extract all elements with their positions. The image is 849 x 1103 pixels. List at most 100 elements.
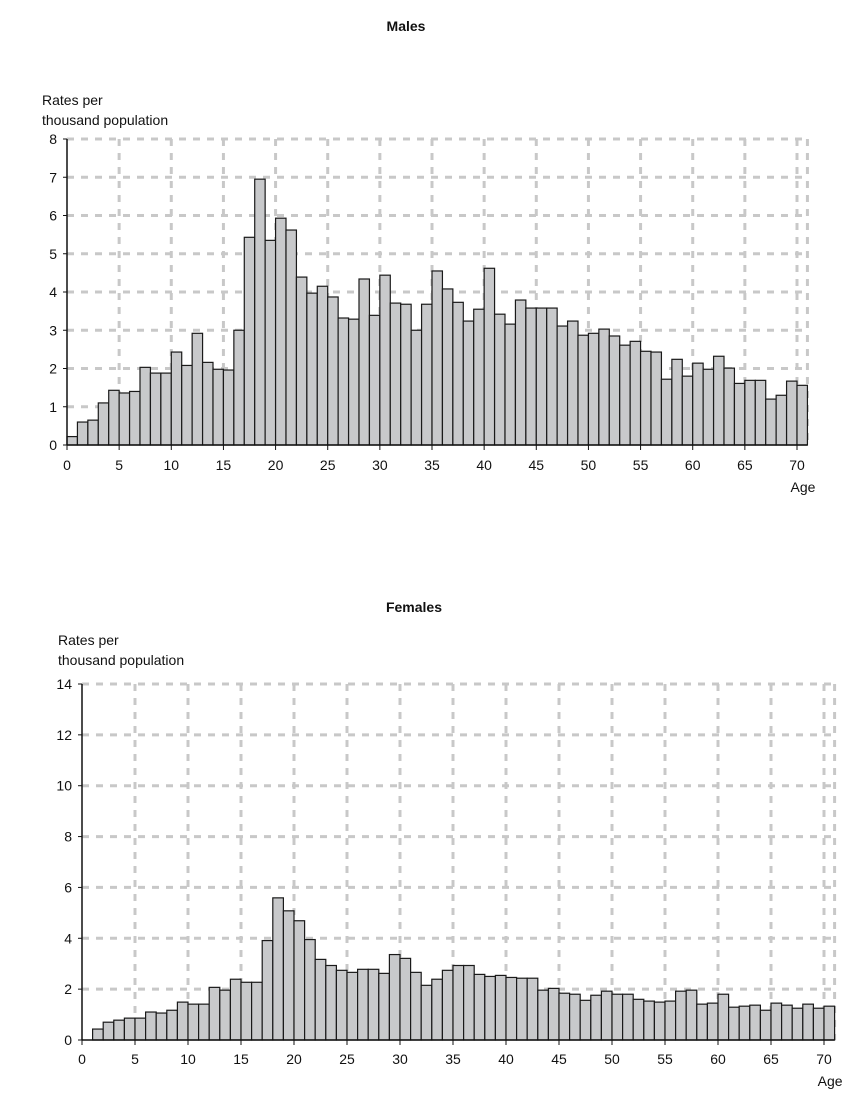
x-tick-label: 25 bbox=[339, 1051, 355, 1067]
x-tick-label: 35 bbox=[424, 457, 440, 473]
bar-age-46 bbox=[568, 993, 581, 1041]
x-axis-label: Age bbox=[791, 479, 816, 495]
x-tick-label: 5 bbox=[131, 1051, 139, 1067]
x-tick-label: 50 bbox=[581, 457, 597, 473]
bar-age-66 bbox=[754, 379, 767, 446]
bar-age-21 bbox=[304, 938, 316, 1041]
x-tick-label: 70 bbox=[789, 457, 805, 473]
bar-age-46 bbox=[546, 307, 558, 446]
x-tick-label: 20 bbox=[286, 1051, 302, 1067]
bar-age-42 bbox=[504, 323, 517, 446]
bar-age-7 bbox=[139, 366, 152, 446]
bar-age-17 bbox=[261, 939, 274, 1041]
bar-age-66 bbox=[780, 1004, 793, 1041]
bar-age-15 bbox=[222, 369, 235, 446]
bar-age-30 bbox=[379, 274, 391, 446]
y-tick-label: 4 bbox=[49, 284, 57, 300]
bar-age-2 bbox=[102, 1021, 115, 1041]
bar-age-59 bbox=[681, 375, 694, 446]
bar-age-3 bbox=[97, 402, 110, 446]
bar-age-16 bbox=[251, 981, 263, 1041]
x-tick-label: 25 bbox=[320, 457, 336, 473]
y-tick-label: 2 bbox=[49, 361, 57, 377]
bar-age-44 bbox=[525, 307, 537, 446]
bar-age-36 bbox=[441, 288, 454, 446]
bar-age-9 bbox=[160, 372, 172, 446]
bar-age-6 bbox=[145, 1011, 157, 1041]
bar-age-28 bbox=[358, 278, 371, 446]
bar-age-34 bbox=[420, 303, 433, 446]
bar-age-25 bbox=[327, 296, 339, 446]
x-tick-label: 40 bbox=[498, 1051, 514, 1067]
x-tick-label: 15 bbox=[233, 1051, 249, 1067]
bar-age-1 bbox=[76, 421, 89, 446]
bar-age-42 bbox=[526, 977, 539, 1041]
y-tick-label: 0 bbox=[64, 1032, 72, 1048]
x-tick-label: 5 bbox=[115, 457, 123, 473]
y-tick-label: 8 bbox=[49, 131, 57, 147]
bar-age-6 bbox=[128, 390, 141, 446]
bar-age-9 bbox=[176, 1001, 189, 1041]
bar-age-38 bbox=[462, 320, 475, 446]
bar-age-43 bbox=[537, 989, 549, 1041]
bar-age-65 bbox=[770, 1002, 783, 1041]
chart-title: Males bbox=[387, 18, 426, 34]
x-tick-label: 0 bbox=[78, 1051, 86, 1067]
x-tick-label: 30 bbox=[372, 457, 388, 473]
bar-age-51 bbox=[598, 328, 610, 446]
bar-age-58 bbox=[671, 358, 683, 446]
bar-age-70 bbox=[823, 1005, 836, 1041]
x-tick-label: 10 bbox=[180, 1051, 196, 1067]
bar-age-14 bbox=[212, 368, 225, 446]
bar-age-29 bbox=[368, 314, 381, 446]
bar-age-45 bbox=[558, 992, 571, 1041]
bar-age-25 bbox=[346, 971, 359, 1041]
bar-age-56 bbox=[674, 990, 687, 1041]
bar-age-45 bbox=[535, 307, 548, 446]
bar-age-61 bbox=[727, 1006, 740, 1041]
bar-age-5 bbox=[134, 1017, 147, 1041]
bar-age-41 bbox=[515, 977, 528, 1041]
bar-age-47 bbox=[556, 325, 569, 446]
bar-age-33 bbox=[431, 978, 443, 1041]
x-tick-label: 70 bbox=[816, 1051, 832, 1067]
bar-age-40 bbox=[505, 976, 518, 1041]
bar-age-69 bbox=[785, 380, 798, 446]
bar-age-22 bbox=[295, 276, 308, 446]
bar-age-19 bbox=[282, 910, 295, 1041]
bar-age-13 bbox=[219, 989, 232, 1041]
bar-age-26 bbox=[337, 317, 350, 446]
bar-age-27 bbox=[367, 968, 380, 1041]
bar-age-70 bbox=[796, 384, 809, 446]
bar-age-60 bbox=[717, 993, 730, 1041]
bar-age-62 bbox=[738, 1005, 751, 1041]
bar-age-51 bbox=[621, 993, 634, 1041]
bar-age-37 bbox=[452, 301, 464, 446]
bar-age-53 bbox=[643, 1000, 655, 1041]
x-tick-label: 45 bbox=[528, 457, 544, 473]
y-tick-label: 0 bbox=[49, 437, 57, 453]
y-tick-label: 12 bbox=[56, 727, 72, 743]
bar-age-53 bbox=[619, 344, 631, 446]
y-tick-label: 10 bbox=[56, 778, 72, 794]
bar-age-50 bbox=[611, 993, 624, 1041]
bar-age-31 bbox=[389, 302, 402, 446]
bar-age-12 bbox=[191, 332, 204, 446]
bar-age-38 bbox=[484, 975, 496, 1041]
bar-age-54 bbox=[653, 1001, 666, 1041]
bar-age-20 bbox=[274, 217, 287, 446]
y-tick-label: 4 bbox=[64, 930, 72, 946]
bar-age-1 bbox=[91, 1028, 104, 1041]
bar-age-4 bbox=[123, 1017, 136, 1041]
bar-age-16 bbox=[233, 329, 245, 446]
y-axis-label: thousand population bbox=[42, 112, 168, 128]
bar-age-29 bbox=[388, 953, 401, 1041]
bar-age-48 bbox=[590, 994, 602, 1041]
bar-age-43 bbox=[514, 299, 527, 446]
bar-age-65 bbox=[744, 379, 756, 446]
bar-age-54 bbox=[629, 340, 642, 446]
bar-age-40 bbox=[483, 267, 496, 446]
bar-age-4 bbox=[108, 389, 120, 446]
bar-age-68 bbox=[802, 1003, 814, 1041]
bar-age-50 bbox=[587, 332, 600, 446]
